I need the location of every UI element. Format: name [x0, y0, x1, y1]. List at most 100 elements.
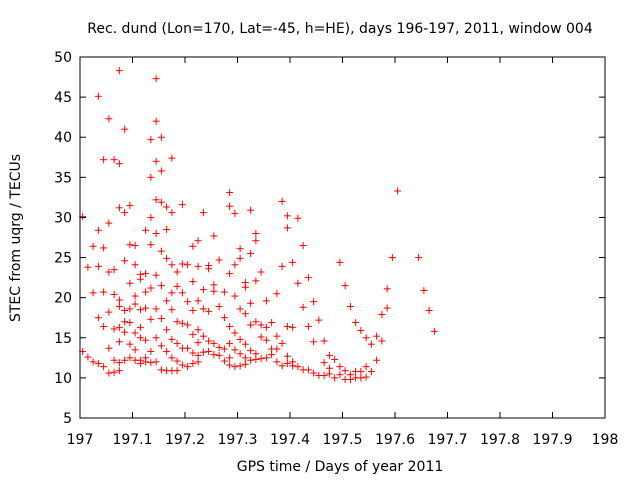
data-point: [163, 225, 171, 233]
data-point: [178, 260, 186, 268]
axis-ticks: 197 197.1 197.2 197.3 197.4 197.5 197.6 197.7 19…: [54, 50, 618, 448]
data-point: [367, 340, 375, 348]
data-point: [325, 370, 333, 378]
data-point: [152, 157, 160, 165]
data-point: [152, 196, 160, 204]
data-point: [89, 289, 97, 297]
x-tick-label: 197.1: [112, 432, 152, 448]
data-point: [189, 307, 197, 315]
data-point: [142, 304, 150, 312]
data-point: [278, 339, 286, 347]
data-point: [247, 356, 255, 364]
data-point: [357, 367, 365, 375]
y-tick-label: 20: [54, 291, 72, 307]
data-point: [262, 336, 270, 344]
data-point: [257, 268, 265, 276]
data-point: [252, 229, 260, 237]
data-point: [210, 287, 218, 295]
data-point: [126, 201, 134, 209]
data-point: [136, 306, 144, 314]
data-point: [231, 346, 239, 354]
data-point: [126, 241, 134, 249]
x-tick-label: 197.3: [217, 432, 257, 448]
data-point: [252, 277, 260, 285]
data-point: [147, 359, 155, 367]
data-point: [157, 167, 165, 175]
data-point: [110, 325, 118, 333]
data-point: [100, 363, 108, 371]
data-point: [105, 369, 113, 377]
data-point: [268, 319, 276, 327]
data-point: [252, 237, 260, 245]
data-point: [100, 288, 108, 296]
data-point: [367, 367, 375, 375]
data-point: [152, 334, 160, 342]
x-tick-label: 197.8: [480, 432, 520, 448]
data-point: [163, 297, 171, 305]
data-point: [205, 307, 213, 315]
data-point: [115, 160, 123, 168]
y-tick-label: 45: [54, 90, 72, 106]
data-point: [147, 284, 155, 292]
data-point: [152, 75, 160, 83]
x-tick-label: 197.4: [270, 432, 310, 448]
data-point: [199, 332, 207, 340]
data-point: [262, 297, 270, 305]
data-point: [173, 357, 181, 365]
data-point: [131, 242, 139, 250]
data-point: [273, 290, 281, 298]
data-point: [310, 369, 318, 377]
data-point: [115, 338, 123, 346]
data-point: [184, 261, 192, 269]
data-point: [310, 298, 318, 306]
data-point: [105, 268, 113, 276]
data-point: [420, 286, 428, 294]
data-point: [194, 339, 202, 347]
x-tick-label: 197.6: [375, 432, 415, 448]
data-point: [220, 288, 228, 296]
data-point: [357, 374, 365, 382]
y-tick-label: 50: [54, 50, 72, 66]
data-point: [210, 351, 218, 359]
data-point: [194, 358, 202, 366]
data-point: [320, 371, 328, 379]
data-point: [215, 343, 223, 351]
data-point: [262, 354, 270, 362]
data-point: [215, 302, 223, 310]
data-point: [173, 318, 181, 326]
data-point: [178, 289, 186, 297]
data-point: [294, 279, 302, 287]
data-point: [142, 288, 150, 296]
data-point: [241, 360, 249, 368]
data-point: [152, 117, 160, 125]
data-point: [283, 352, 291, 360]
data-point: [226, 202, 234, 210]
x-tick-label: 197.2: [165, 432, 205, 448]
data-point: [94, 262, 102, 270]
data-point: [100, 244, 108, 252]
data-point: [131, 300, 139, 308]
data-point: [131, 261, 139, 269]
data-point: [236, 362, 244, 370]
data-point: [236, 254, 244, 262]
data-point: [142, 336, 150, 344]
data-point: [168, 289, 176, 297]
data-point: [105, 115, 113, 123]
data-point: [110, 368, 118, 376]
data-point: [262, 323, 270, 331]
data-point: [94, 359, 102, 367]
data-point: [231, 261, 239, 269]
data-point: [131, 346, 139, 354]
data-point: [184, 363, 192, 371]
data-point: [121, 307, 129, 315]
y-axis-label: STEC from uqrg / TECUs: [8, 154, 24, 322]
data-point: [315, 316, 323, 324]
data-point: [273, 345, 281, 353]
data-point: [189, 242, 197, 250]
data-point: [121, 125, 129, 133]
data-point: [136, 275, 144, 283]
data-point: [168, 354, 176, 362]
data-point: [294, 214, 302, 222]
x-tick-label: 197: [67, 432, 94, 448]
data-point: [415, 254, 423, 262]
